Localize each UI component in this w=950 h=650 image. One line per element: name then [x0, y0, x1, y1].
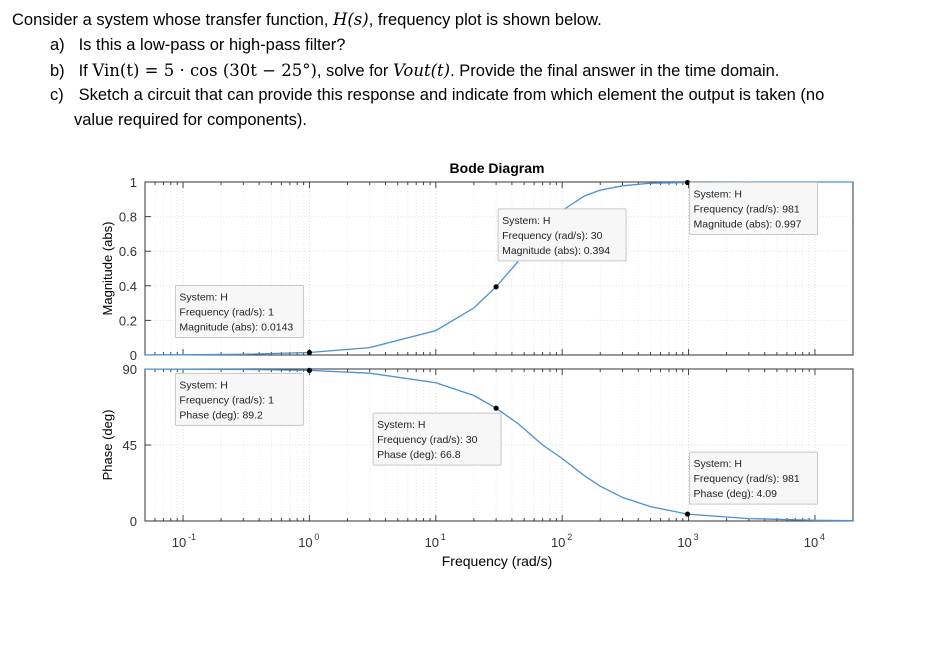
y-tick-label: 0.6 [119, 244, 137, 259]
datatip-box [174, 372, 304, 426]
question-a-label: a) [50, 36, 65, 54]
datatip[interactable]: System: H Frequency (rad/s): 1 Magnitude (… [174, 285, 304, 339]
axes-frame [144, 368, 854, 522]
question-c-line2: value required for components). [74, 111, 307, 129]
datatip-text: System: H [179, 379, 227, 391]
question-b: b) If Vin(t) = 5 · cos (30t − 25°), solv… [50, 61, 779, 81]
intro-post: , frequency plot is shown below. [368, 11, 602, 29]
datatip-marker[interactable] [684, 179, 691, 186]
axes-frame [144, 181, 854, 356]
question-b-label: b) [50, 62, 65, 80]
question-a-text: Is this a low-pass or high-pass filter? [78, 36, 346, 54]
datatip-text: Frequency (rad/s): 981 [694, 473, 800, 485]
datatip-box [174, 285, 304, 339]
chart-title: Bode Diagram [450, 160, 545, 176]
datatip-text: System: H [694, 189, 742, 201]
datatip-marker[interactable] [306, 349, 313, 356]
question-b-vin: Vin(t) = 5 · cos (30t − 25°) [92, 61, 317, 80]
y-tick-label: 0 [130, 348, 137, 363]
y-axis-label: Phase (deg) [100, 410, 115, 481]
datatip-text: Frequency (rad/s): 30 [377, 434, 478, 446]
datatip[interactable]: System: H Frequency (rad/s): 30 Magnitude … [497, 208, 627, 262]
datatip-box [689, 451, 819, 505]
x-tick-label: 10 [677, 535, 691, 550]
datatip-text: System: H [377, 419, 425, 431]
x-tick-label: 10 [551, 535, 565, 550]
datatip-marker[interactable] [493, 405, 499, 411]
x-tick-exponent: 4 [820, 532, 825, 542]
datatip-marker[interactable] [684, 511, 691, 517]
datatip-text: Phase (deg): 4.09 [694, 488, 778, 500]
x-tick-exponent: 2 [567, 532, 572, 542]
datatip-text: Magnitude (abs): 0.394 [502, 245, 610, 257]
x-tick-exponent: 3 [694, 532, 699, 542]
y-tick-label: 0.4 [119, 279, 137, 294]
datatip-text: Phase (deg): 66.8 [377, 449, 461, 461]
datatip-text: Magnitude (abs): 0.997 [694, 219, 802, 231]
y-axis-label: Magnitude (abs) [100, 222, 115, 316]
phase-panel: 0 45 90 Phase (deg) System: H Frequency (rad/… [100, 362, 854, 529]
x-tick-label: 10 [425, 535, 439, 550]
question-b-vout: Vout(t) [393, 61, 451, 80]
datatip[interactable]: System: H Frequency (rad/s): 981 Magnitude… [689, 182, 819, 236]
datatip[interactable]: System: H Frequency (rad/s): 30 Phase (deg… [372, 412, 502, 466]
datatip-text: Magnitude (abs): 0.0143 [179, 322, 293, 334]
magnitude-panel: 0 0.2 0.4 0.6 0.8 1 Magnitude (abs) System: H Fr… [100, 175, 854, 363]
x-tick-label: 10 [804, 535, 818, 550]
datatip-text: System: H [502, 215, 550, 227]
datatip-text: System: H [179, 292, 227, 304]
y-tick-label: 0.8 [119, 210, 137, 225]
datatip-box [497, 208, 627, 262]
x-tick-exponent: -1 [188, 532, 196, 542]
datatip-text: System: H [694, 458, 742, 470]
question-c-label: c) [50, 86, 64, 104]
x-tick-labels: 10 -1 10 0 10 1 10 2 10 3 10 4 [172, 532, 825, 550]
y-tick-label: 1 [130, 175, 137, 190]
y-tick-label: 90 [123, 362, 137, 377]
question-c: c) Sketch a circuit that can provide thi… [50, 86, 824, 105]
intro-var: H(s) [332, 10, 369, 29]
problem-intro: Consider a system whose transfer functio… [12, 10, 602, 30]
datatip-text: Frequency (rad/s): 1 [179, 307, 274, 319]
datatip-text: Frequency (rad/s): 1 [179, 394, 274, 406]
datatip[interactable]: System: H Frequency (rad/s): 1 Phase (deg)… [174, 372, 304, 426]
y-tick-label: 45 [123, 438, 137, 453]
x-axis-label: Frequency (rad/s) [442, 553, 552, 569]
x-tick-exponent: 1 [441, 532, 446, 542]
intro-pre: Consider a system whose transfer functio… [12, 11, 333, 29]
question-c-cont: value required for components). [74, 111, 307, 130]
datatip-marker[interactable] [493, 284, 499, 290]
y-tick-label: 0.2 [119, 313, 137, 328]
datatip-box [689, 182, 819, 236]
question-a: a) Is this a low-pass or high-pass filte… [50, 36, 345, 55]
x-tick-label: 10 [172, 535, 186, 550]
datatip-box [372, 412, 502, 466]
y-tick-label: 0 [130, 514, 137, 529]
datatip-marker[interactable] [306, 367, 313, 373]
datatip-text: Frequency (rad/s): 30 [502, 230, 603, 242]
datatip-text: Phase (deg): 89.2 [179, 409, 263, 421]
question-b-text-2: , solve for [316, 62, 394, 80]
datatip-text: Frequency (rad/s): 981 [694, 204, 800, 216]
question-b-text-1: If [78, 62, 93, 80]
question-b-text-3: . Provide the final answer in the time d… [450, 62, 780, 80]
x-tick-exponent: 0 [314, 532, 319, 542]
datatip[interactable]: System: H Frequency (rad/s): 981 Phase (de… [689, 451, 819, 505]
question-c-line1: Sketch a circuit that can provide this r… [78, 86, 825, 104]
x-tick-label: 10 [298, 535, 312, 550]
